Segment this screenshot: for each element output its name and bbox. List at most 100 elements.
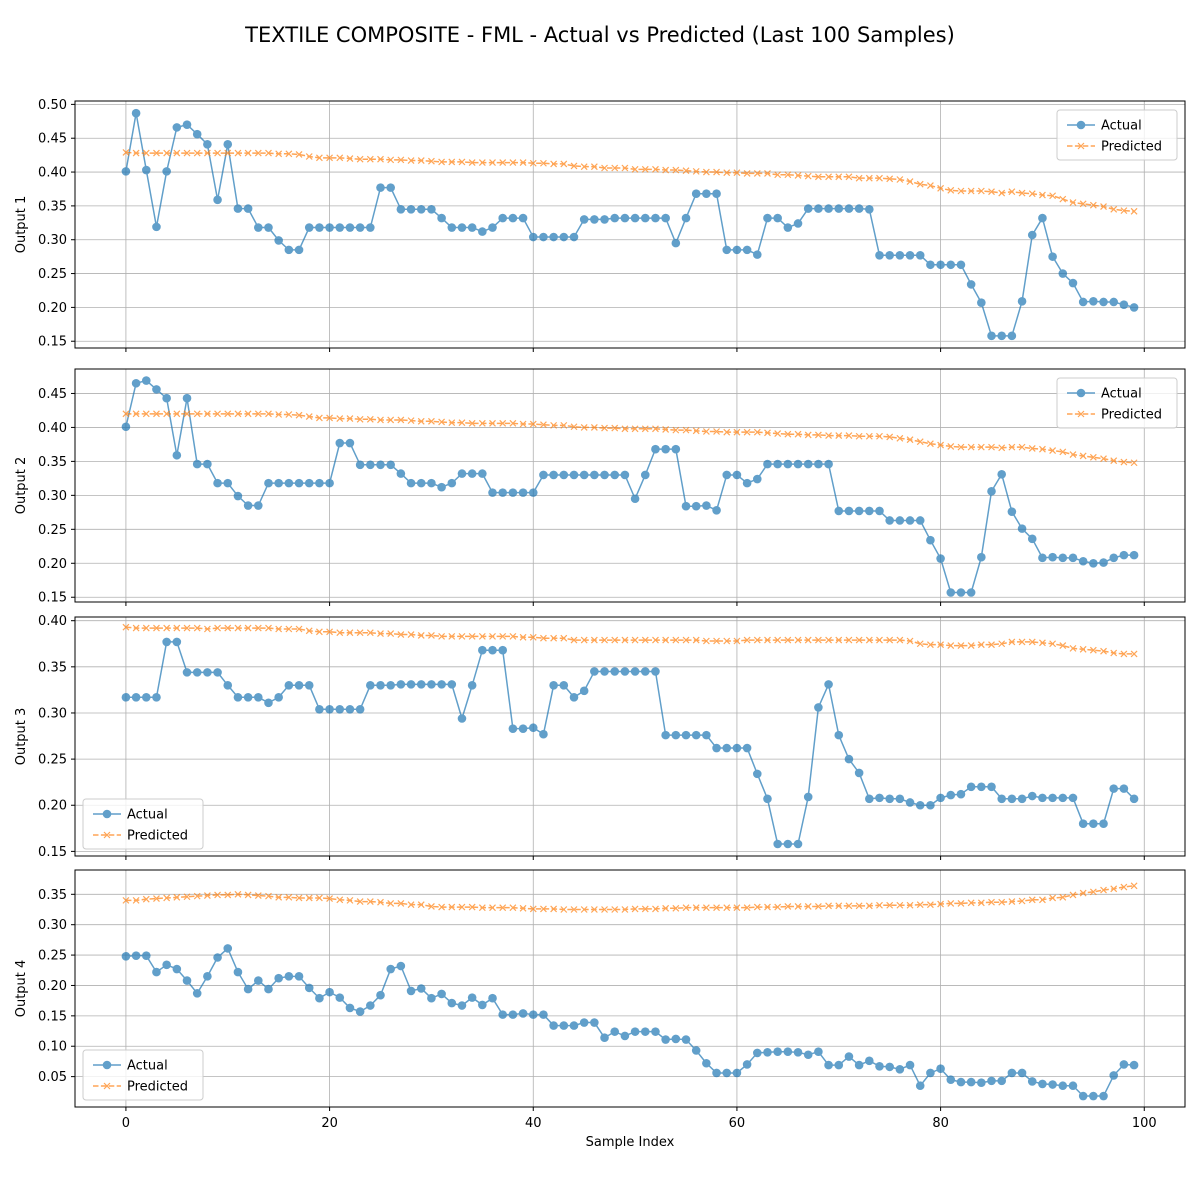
predicted-point bbox=[550, 634, 558, 642]
predicted-series bbox=[122, 882, 1138, 913]
actual-point bbox=[671, 730, 681, 740]
predicted-point bbox=[662, 636, 670, 644]
predicted-point bbox=[142, 149, 150, 157]
actual-point bbox=[793, 459, 803, 469]
actual-point bbox=[264, 223, 273, 232]
actual-point bbox=[834, 204, 844, 213]
actual-point bbox=[803, 459, 813, 469]
actual-point bbox=[539, 232, 548, 242]
predicted-point bbox=[1028, 638, 1036, 646]
actual-point bbox=[742, 1060, 752, 1069]
actual-point bbox=[223, 680, 233, 690]
actual-point bbox=[1017, 1068, 1027, 1078]
actual-point bbox=[406, 986, 416, 996]
predicted-point bbox=[244, 624, 252, 632]
predicted-point bbox=[377, 898, 384, 906]
actual-point bbox=[1007, 1068, 1017, 1078]
actual-point bbox=[610, 470, 620, 480]
predicted-point bbox=[356, 629, 364, 637]
actual-point bbox=[152, 967, 161, 977]
actual-point bbox=[427, 993, 436, 1003]
predicted-point bbox=[519, 904, 527, 912]
actual-line bbox=[125, 113, 1135, 337]
predicted-point bbox=[957, 642, 965, 650]
actual-point bbox=[1027, 1077, 1037, 1086]
actual-point bbox=[1058, 793, 1068, 803]
actual-point bbox=[1089, 819, 1098, 829]
predicted-point bbox=[977, 641, 985, 649]
predicted-point bbox=[672, 166, 680, 174]
predicted-point bbox=[672, 636, 680, 644]
predicted-point bbox=[1100, 455, 1107, 463]
actual-point bbox=[416, 204, 426, 214]
predicted-point bbox=[1110, 885, 1118, 893]
predicted-point bbox=[723, 428, 731, 436]
actual-point bbox=[254, 692, 263, 702]
predicted-point bbox=[540, 634, 547, 642]
predicted-point bbox=[814, 636, 822, 644]
predicted-point bbox=[244, 149, 252, 157]
y-tick-label: 0.45 bbox=[38, 132, 67, 147]
predicted-point bbox=[631, 165, 639, 173]
y-tick-label: 0.20 bbox=[38, 301, 67, 316]
actual-point bbox=[396, 680, 406, 689]
predicted-point bbox=[397, 631, 405, 638]
actual-point bbox=[661, 1035, 670, 1044]
actual-point bbox=[569, 692, 579, 702]
predicted-point bbox=[1059, 642, 1067, 650]
actual-point bbox=[498, 213, 508, 223]
predicted-point bbox=[295, 625, 303, 633]
actual-point bbox=[376, 460, 385, 470]
plot-frame bbox=[74, 616, 1186, 857]
predicted-point bbox=[713, 428, 720, 435]
actual-point bbox=[610, 1027, 620, 1036]
actual-point bbox=[620, 667, 630, 676]
subplots: 0.15 0.20 0.25 0.30 0.35 0.40 0.45 0.50 Output 1… bbox=[14, 98, 1186, 1150]
actual-point bbox=[977, 1078, 986, 1087]
predicted-point bbox=[224, 149, 232, 157]
actual-point bbox=[121, 951, 131, 961]
actual-point bbox=[182, 393, 192, 403]
actual-point bbox=[243, 204, 253, 213]
legend-marker bbox=[1077, 142, 1085, 150]
predicted-point bbox=[916, 901, 924, 909]
actual-point bbox=[355, 704, 365, 714]
actual-point bbox=[1078, 297, 1088, 307]
predicted-point bbox=[1110, 649, 1118, 657]
predicted-point bbox=[825, 636, 833, 644]
actual-point bbox=[437, 482, 446, 492]
predicted-line bbox=[125, 151, 1135, 213]
predicted-point bbox=[427, 417, 435, 425]
actual-point bbox=[600, 470, 609, 480]
actual-point bbox=[457, 223, 467, 232]
predicted-point bbox=[845, 636, 853, 644]
actual-point bbox=[203, 668, 212, 677]
predicted-point bbox=[794, 430, 802, 438]
predicted-point bbox=[509, 632, 517, 640]
actual-point bbox=[732, 470, 742, 480]
actual-point bbox=[345, 223, 355, 232]
predicted-point bbox=[845, 173, 853, 181]
actual-point bbox=[1119, 1060, 1129, 1069]
predicted-point bbox=[672, 426, 680, 434]
predicted-point bbox=[560, 160, 568, 168]
predicted-point bbox=[550, 160, 558, 168]
predicted-point bbox=[855, 636, 863, 644]
predicted-point bbox=[988, 898, 995, 906]
legend-marker bbox=[1076, 388, 1086, 398]
predicted-point bbox=[173, 149, 181, 157]
predicted-point bbox=[1018, 897, 1026, 905]
actual-line bbox=[125, 379, 1135, 594]
actual-point bbox=[752, 474, 762, 484]
predicted-point bbox=[590, 423, 598, 431]
actual-point bbox=[905, 250, 915, 260]
actual-point bbox=[926, 535, 935, 545]
predicted-point bbox=[601, 164, 608, 172]
predicted-point bbox=[753, 903, 761, 911]
predicted-point bbox=[1089, 888, 1097, 896]
actual-point bbox=[742, 478, 752, 488]
actual-point bbox=[1007, 331, 1017, 341]
actual-point bbox=[722, 743, 732, 753]
predicted-point bbox=[876, 174, 883, 182]
actual-point bbox=[997, 794, 1006, 804]
